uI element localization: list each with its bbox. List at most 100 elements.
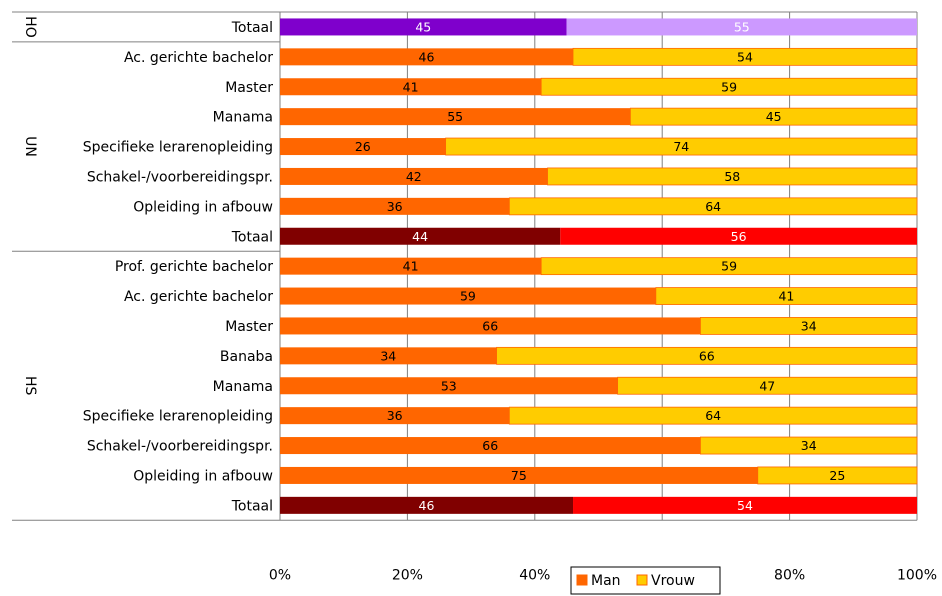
category-label: Ac. gerichte bachelor xyxy=(124,289,273,305)
category-label: Specifieke lerarenopleiding xyxy=(83,409,273,425)
bar-man-un-2 xyxy=(280,108,631,126)
x-tick-label: 0% xyxy=(269,567,291,583)
bar-vrouw-hs-4 xyxy=(617,376,918,395)
bar-vrouw-hs-7 xyxy=(757,466,918,485)
category-label: Totaal xyxy=(231,498,273,514)
category-label: Master xyxy=(225,80,273,96)
category-label: Schakel-/voorbereidingspr. xyxy=(87,169,273,185)
data-label-man: 42 xyxy=(406,169,422,184)
bar-vrouw-un-2 xyxy=(629,107,918,126)
legend-label-vrouw: Vrouw xyxy=(651,573,695,589)
category-label: Prof. gerichte bachelor xyxy=(115,259,273,275)
bar-vrouw-un-5 xyxy=(508,197,918,216)
bar-man-hs-4 xyxy=(280,377,618,395)
data-label-man: 36 xyxy=(387,199,403,214)
data-label-vrouw: 34 xyxy=(801,318,817,333)
bar-vrouw-hs-3 xyxy=(496,346,918,365)
data-label-vrouw: 59 xyxy=(721,79,737,94)
data-label-man: 53 xyxy=(441,378,457,393)
bar-vrouw-un-3 xyxy=(445,137,918,156)
bar-man-un-5 xyxy=(280,197,510,215)
data-label-vrouw: 64 xyxy=(705,408,721,423)
bar-vrouw-un-0 xyxy=(572,47,918,66)
bar-man-un-0 xyxy=(280,48,574,66)
bar-vrouw-hs-6 xyxy=(700,436,918,455)
category-label: Schakel-/voorbereidingspr. xyxy=(87,439,273,455)
category-labels: Totaal Ac. gerichte bachelor Master Manama S… xyxy=(83,20,273,514)
x-tick-label: 20% xyxy=(392,567,423,583)
data-label-man: 26 xyxy=(355,139,371,154)
data-label-man: 41 xyxy=(403,79,419,94)
data-label-vrouw: 66 xyxy=(699,348,715,363)
category-label: Manama xyxy=(213,110,273,126)
data-label-vrouw: 56 xyxy=(731,229,747,244)
data-label-vrouw: 54 xyxy=(737,498,753,513)
bar-vrouw-un-6 xyxy=(560,227,917,245)
legend-label-man: Man xyxy=(591,573,621,589)
category-label: Specifieke lerarenopleiding xyxy=(83,140,273,156)
data-label-vrouw: 47 xyxy=(759,378,775,393)
category-label: Master xyxy=(225,319,273,335)
data-label-man: 66 xyxy=(482,318,498,333)
bar-man-hs-2 xyxy=(280,317,701,335)
data-label-vrouw: 41 xyxy=(778,289,794,304)
category-label: Manama xyxy=(213,379,273,395)
bar-man-hs-3 xyxy=(280,347,497,365)
bar-man-un-4 xyxy=(280,167,548,185)
data-label-vrouw: 45 xyxy=(766,109,782,124)
bar-man-hs-6 xyxy=(280,437,701,455)
data-label-vrouw: 55 xyxy=(734,19,750,34)
bar-vrouw-ho-0 xyxy=(566,18,917,36)
data-label-man: 59 xyxy=(460,289,476,304)
group-label-hs: HS xyxy=(22,376,38,396)
bar-vrouw-hs-8 xyxy=(573,496,917,514)
bar-man-un-3 xyxy=(280,138,446,156)
data-label-man: 46 xyxy=(419,49,435,64)
bar-man-ho-0 xyxy=(280,18,567,36)
bar-vrouw-hs-2 xyxy=(700,317,918,335)
bar-man-un-1 xyxy=(280,78,542,96)
data-label-vrouw: 54 xyxy=(737,49,753,64)
data-label-vrouw: 64 xyxy=(705,199,721,214)
x-tick-label: 100% xyxy=(897,567,937,583)
category-label: Opleiding in afbouw xyxy=(133,468,273,484)
bar-man-hs-7 xyxy=(280,466,758,484)
data-label-vrouw: 59 xyxy=(721,259,737,274)
bar-vrouw-hs-5 xyxy=(508,406,918,425)
data-label-vrouw: 58 xyxy=(724,169,740,184)
bar-man-hs-8 xyxy=(280,496,574,514)
category-label: Totaal xyxy=(231,229,273,245)
bar-man-hs-0 xyxy=(280,257,542,275)
category-label: Opleiding in afbouw xyxy=(133,199,273,215)
bar-vrouw-un-1 xyxy=(540,77,918,96)
data-label-vrouw: 34 xyxy=(801,438,817,453)
bar-vrouw-hs-1 xyxy=(655,287,918,305)
legend-swatch-man xyxy=(576,574,588,586)
data-label-man: 45 xyxy=(415,19,431,34)
data-label-man: 34 xyxy=(380,348,396,363)
group-label-un: UN xyxy=(22,136,38,157)
category-label: Totaal xyxy=(231,20,273,36)
data-label-man: 55 xyxy=(447,109,463,124)
bar-man-hs-5 xyxy=(280,407,510,425)
data-label-man: 44 xyxy=(412,229,428,244)
data-label-man: 75 xyxy=(511,468,527,483)
group-labels: HO UN HS xyxy=(22,16,38,395)
data-label-vrouw: 74 xyxy=(673,139,689,154)
group-label-ho: HO xyxy=(22,16,38,38)
category-label: Banaba xyxy=(220,349,273,365)
x-tick-label: 80% xyxy=(774,567,805,583)
bar-man-hs-1 xyxy=(280,287,656,305)
data-label-vrouw: 25 xyxy=(829,468,845,483)
category-label: Ac. gerichte bachelor xyxy=(124,50,273,66)
data-label-man: 41 xyxy=(403,259,419,274)
x-tick-label: 40% xyxy=(519,567,550,583)
data-label-man: 46 xyxy=(419,498,435,513)
bar-man-un-6 xyxy=(280,227,561,245)
bar-vrouw-un-4 xyxy=(547,167,918,186)
bar-vrouw-hs-0 xyxy=(540,257,918,276)
bars: 45 55 46 54 41 59 55 45 26 74 42 58 36 64 44 56 41 59 59 41… xyxy=(280,18,918,514)
data-label-man: 66 xyxy=(482,438,498,453)
data-label-man: 36 xyxy=(387,408,403,423)
